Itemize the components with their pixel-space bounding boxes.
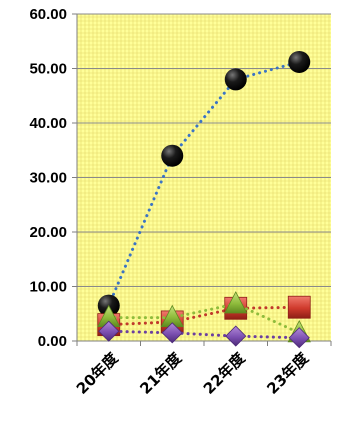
data-point-circle xyxy=(224,68,247,91)
data-point-diamond xyxy=(98,320,120,342)
data-point-diamond xyxy=(225,325,247,347)
series-line xyxy=(107,329,301,340)
y-tick-label: 60.00 xyxy=(29,6,67,23)
y-tick-label: 10.00 xyxy=(29,279,67,296)
series-line xyxy=(107,302,301,335)
data-point-square xyxy=(287,295,311,319)
data-point-diamond xyxy=(288,327,310,349)
y-tick-label: 50.00 xyxy=(29,61,67,78)
series-1 xyxy=(97,50,311,317)
y-axis-tick-labels: 0.00 10.00 20.00 30.00 40.00 50.00 60.00 xyxy=(29,6,67,350)
series-line xyxy=(107,305,301,327)
data-point-diamond xyxy=(161,322,183,344)
x-axis-tick-labels: 20年度 21年度 22年度 23年度 xyxy=(73,348,313,397)
data-point-circle xyxy=(161,144,184,167)
series-4 xyxy=(98,320,310,349)
y-tick-label: 40.00 xyxy=(29,115,67,132)
series-line xyxy=(107,60,301,308)
y-tick-label: 20.00 xyxy=(29,224,67,241)
x-tick-label: 21年度 xyxy=(136,348,185,397)
x-tick-label: 23年度 xyxy=(263,348,312,397)
data-point-triangle xyxy=(224,291,248,314)
series-group xyxy=(97,50,311,349)
y-tick-label: 0.00 xyxy=(38,333,67,350)
data-point-circle xyxy=(288,50,311,73)
y-tick-label: 30.00 xyxy=(29,170,67,187)
x-tick-label: 20年度 xyxy=(73,348,122,397)
x-tick-label: 22年度 xyxy=(200,348,249,397)
